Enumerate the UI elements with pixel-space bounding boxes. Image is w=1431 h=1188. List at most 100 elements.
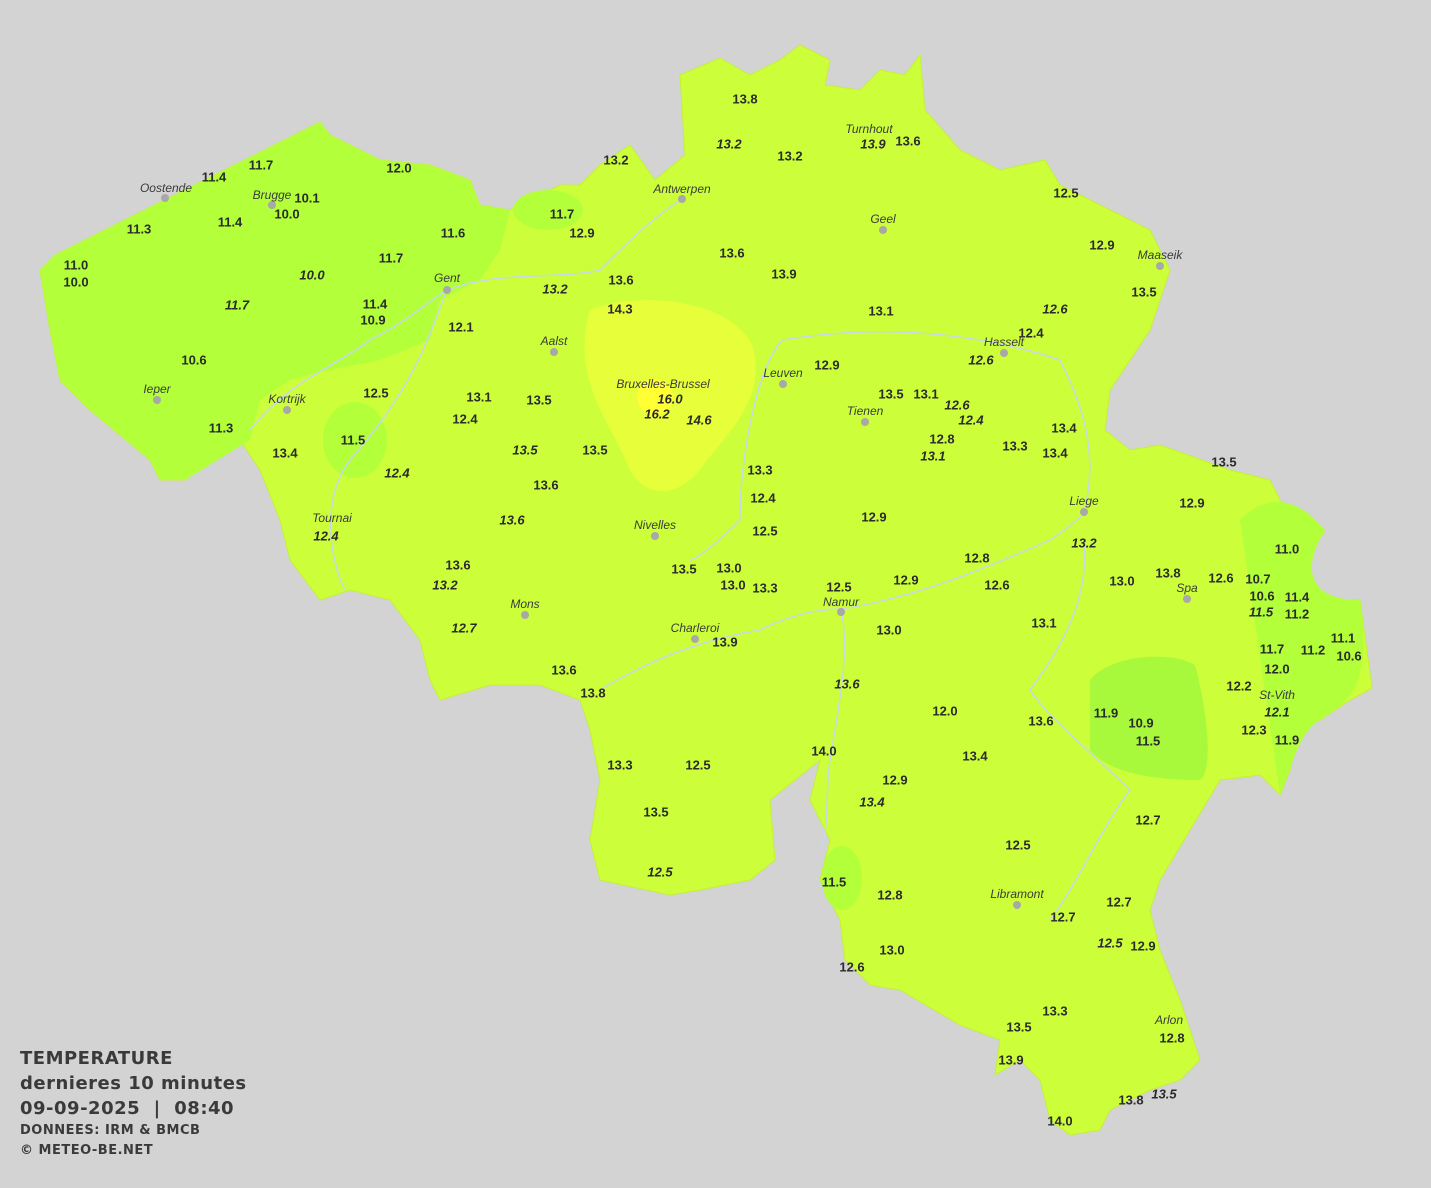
temperature-reading: 12.3 <box>1241 722 1267 738</box>
temperature-reading: 12.7 <box>1106 894 1132 910</box>
temperature-reading: 13.6 <box>834 676 860 692</box>
temperature-reading: 11.6 <box>440 225 466 241</box>
temperature-reading: 13.8 <box>732 91 758 107</box>
temperature-reading: 12.6 <box>1208 570 1234 586</box>
city-label: Antwerpen <box>653 182 711 196</box>
city-label: Maaseik <box>1137 248 1183 262</box>
temperature-reading: 12.6 <box>944 397 970 413</box>
temperature-reading: 10.6 <box>181 352 207 368</box>
temperature-reading: 13.0 <box>716 560 742 576</box>
city-label: Oostende <box>139 181 193 195</box>
city-marker <box>1156 262 1164 270</box>
temperature-reading: 12.8 <box>964 550 990 566</box>
city-label: Mons <box>510 597 540 611</box>
temperature-reading: 12.9 <box>893 572 919 588</box>
city-marker <box>1013 901 1021 909</box>
temperature-reading: 12.7 <box>1135 812 1161 828</box>
temperature-reading: 12.4 <box>384 465 410 481</box>
legend-period: dernieres 10 minutes <box>20 1073 247 1094</box>
temperature-reading: 11.5 <box>1248 604 1274 620</box>
temperature-reading: 13.6 <box>608 272 634 288</box>
temperature-reading: 12.1 <box>448 319 474 335</box>
temperature-reading: 13.5 <box>643 804 669 820</box>
legend-datetime: 09-09-2025 | 08:40 <box>20 1098 235 1119</box>
city-label: Brugge <box>252 188 292 202</box>
city-marker <box>1000 349 1008 357</box>
temperature-reading: 13.2 <box>603 152 629 168</box>
temperature-reading: 12.4 <box>452 411 478 427</box>
temperature-reading: 11.0 <box>1274 541 1300 557</box>
temperature-reading: 13.4 <box>272 445 298 461</box>
temperature-reading: 11.7 <box>224 297 250 313</box>
temperature-reading: 12.9 <box>1179 495 1205 511</box>
temperature-reading: 16.2 <box>644 406 670 422</box>
city-marker <box>779 380 787 388</box>
temperature-reading: 11.3 <box>126 221 152 237</box>
temperature-reading: 11.7 <box>248 157 274 173</box>
temperature-reading: 13.1 <box>466 389 492 405</box>
city-label: Spa <box>1176 581 1198 595</box>
temperature-reading: 10.7 <box>1245 571 1271 587</box>
temperature-reading: 12.8 <box>929 431 955 447</box>
temperature-reading: 13.2 <box>432 577 458 593</box>
temperature-reading: 12.9 <box>861 509 887 525</box>
temperature-reading: 12.0 <box>932 703 958 719</box>
temperature-reading: 13.6 <box>895 133 921 149</box>
temperature-reading: 13.5 <box>1211 454 1237 470</box>
temperature-reading: 12.5 <box>1005 837 1031 853</box>
city-label: St-Vith <box>1259 688 1295 702</box>
temperature-reading: 10.1 <box>294 190 320 206</box>
city-marker <box>1183 595 1191 603</box>
temperature-reading: 12.0 <box>386 160 412 176</box>
temperature-reading: 13.2 <box>777 148 803 164</box>
temperature-reading: 11.4 <box>1284 589 1310 605</box>
temperature-reading: 10.6 <box>1336 648 1362 664</box>
temperature-reading: 12.8 <box>877 887 903 903</box>
temperature-reading: 13.9 <box>712 634 738 650</box>
city-label: Nivelles <box>633 518 677 532</box>
temperature-reading: 13.0 <box>1109 573 1135 589</box>
temperature-reading: 14.3 <box>607 301 633 317</box>
city-label: Gent <box>433 271 461 285</box>
temperature-reading: 10.9 <box>1128 715 1154 731</box>
temperature-reading: 13.1 <box>1031 615 1057 631</box>
temperature-reading: 14.0 <box>1047 1113 1073 1129</box>
temperature-reading: 13.6 <box>533 477 559 493</box>
city-marker <box>1080 508 1088 516</box>
temperature-reading: 11.5 <box>821 874 847 890</box>
cool-zone-antwerp <box>513 190 583 230</box>
city-label: Ieper <box>143 382 171 396</box>
temperature-reading: 13.6 <box>551 662 577 678</box>
temperature-reading: 13.8 <box>580 685 606 701</box>
temperature-reading: 13.1 <box>868 303 894 319</box>
city-marker <box>443 286 451 294</box>
temperature-reading: 13.3 <box>1042 1003 1068 1019</box>
temperature-reading: 12.6 <box>968 352 994 368</box>
temperature-reading: 13.4 <box>1042 445 1068 461</box>
temperature-reading: 13.5 <box>512 442 538 458</box>
temperature-reading: 13.5 <box>1151 1086 1177 1102</box>
cool-zone-east <box>1240 501 1364 795</box>
temperature-reading: 13.9 <box>998 1052 1024 1068</box>
legend: TEMPERATURE dernieres 10 minutes 09-09-2… <box>20 1046 247 1161</box>
temperature-reading: 13.5 <box>526 392 552 408</box>
legend-title: TEMPERATURE <box>20 1048 173 1069</box>
cool-zone-semois <box>822 846 862 910</box>
temperature-reading: 14.0 <box>811 743 837 759</box>
temperature-reading: 12.7 <box>1050 909 1076 925</box>
temperature-reading: 12.9 <box>814 357 840 373</box>
temperature-reading: 12.1 <box>1264 704 1290 720</box>
city-marker <box>691 635 699 643</box>
temperature-reading: 12.5 <box>685 757 711 773</box>
temperature-reading: 12.5 <box>363 385 389 401</box>
temperature-reading: 13.0 <box>879 942 905 958</box>
temperature-reading: 10.0 <box>63 274 89 290</box>
temperature-reading: 13.9 <box>771 266 797 282</box>
temperature-reading: 13.3 <box>752 580 778 596</box>
temperature-reading: 13.6 <box>719 245 745 261</box>
city-label: Kortrijk <box>268 392 306 406</box>
temperature-reading: 12.9 <box>1130 938 1156 954</box>
city-label: Bruxelles-Brussel <box>616 377 710 391</box>
temperature-reading: 13.4 <box>859 794 885 810</box>
